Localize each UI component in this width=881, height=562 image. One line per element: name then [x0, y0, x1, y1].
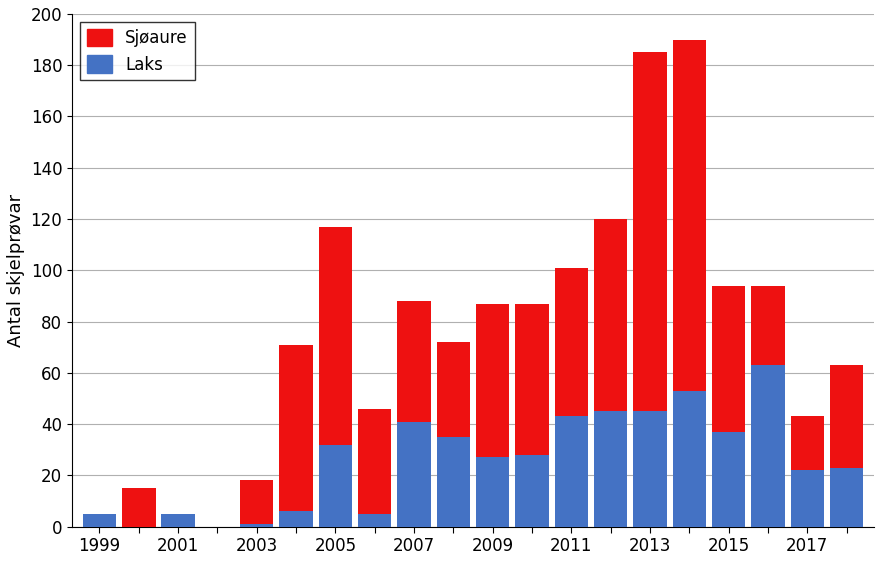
Bar	[633, 52, 667, 411]
Bar	[122, 488, 156, 527]
Bar	[672, 391, 706, 527]
Bar	[751, 285, 785, 365]
Bar	[555, 416, 588, 527]
Bar	[437, 342, 470, 437]
Bar	[83, 514, 116, 527]
Bar	[358, 409, 391, 514]
Bar	[830, 468, 863, 527]
Bar	[476, 457, 509, 527]
Bar	[830, 365, 863, 468]
Bar	[358, 514, 391, 527]
Y-axis label: Antal skjelprøvar: Antal skjelprøvar	[7, 194, 25, 347]
Bar	[240, 524, 273, 527]
Bar	[319, 226, 352, 445]
Bar	[672, 39, 706, 391]
Bar	[515, 455, 549, 527]
Bar	[319, 445, 352, 527]
Bar	[712, 285, 745, 432]
Bar	[712, 432, 745, 527]
Bar	[555, 268, 588, 416]
Bar	[279, 345, 313, 511]
Bar	[790, 416, 824, 470]
Bar	[437, 437, 470, 527]
Bar	[633, 411, 667, 527]
Bar	[240, 481, 273, 524]
Bar	[279, 511, 313, 527]
Bar	[397, 301, 431, 422]
Bar	[476, 303, 509, 457]
Bar	[790, 470, 824, 527]
Bar	[161, 514, 195, 527]
Bar	[515, 303, 549, 455]
Bar	[397, 422, 431, 527]
Bar	[594, 219, 627, 411]
Bar	[751, 365, 785, 527]
Legend: Sjøaure, Laks: Sjøaure, Laks	[80, 22, 195, 80]
Bar	[594, 411, 627, 527]
